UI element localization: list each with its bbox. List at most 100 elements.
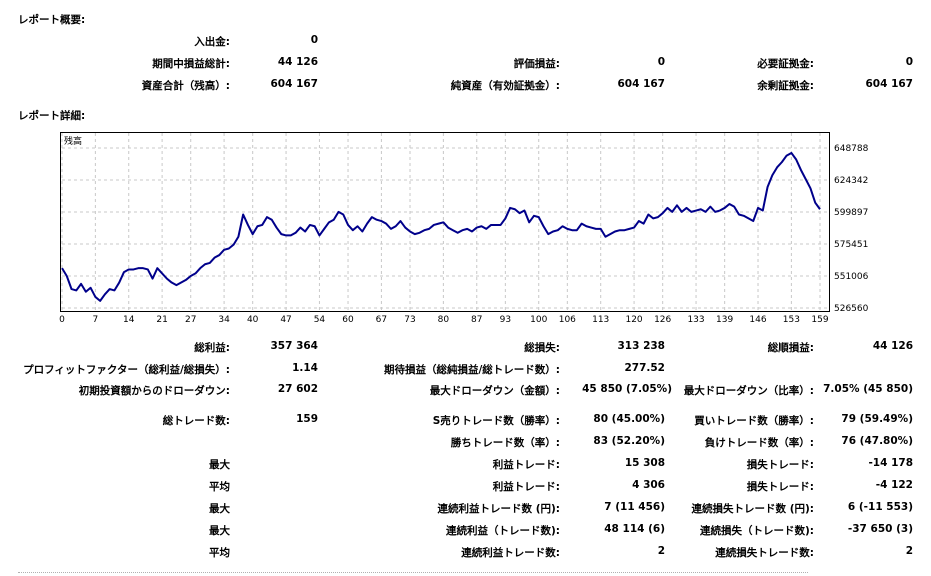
- largest-loss-value: -14 178: [868, 457, 913, 469]
- gross-profit-label: 総利益:: [194, 342, 230, 354]
- x-tick-label: 146: [749, 315, 766, 325]
- max-dd-amount-value: 45 850 (7.05%): [582, 383, 672, 395]
- dd-initial-label: 初期投資額からのドローダウン:: [78, 385, 230, 397]
- expected-payoff-label: 期待損益（総純損益/総トレード数）:: [383, 364, 560, 376]
- long-trades-label: 買いトレード数（勝率）:: [694, 415, 814, 427]
- x-tick-label: 139: [716, 315, 733, 325]
- deposit-value: 0: [310, 34, 318, 46]
- short-trades-label: S売りトレード数（勝率）:: [432, 415, 560, 427]
- expected-payoff-value: 277.52: [624, 362, 665, 374]
- avg-win-value: 4 306: [632, 479, 665, 491]
- x-tick-label: 106: [559, 315, 576, 325]
- net-assets-value: 604 167: [617, 78, 666, 90]
- net-assets-label: 純資産（有効証拠金）:: [450, 80, 560, 92]
- largest-win-label: 利益トレード:: [492, 459, 560, 471]
- gross-profit-value: 357 364: [270, 340, 319, 352]
- free-margin-label: 余剰証拠金:: [757, 80, 814, 92]
- win-trades-value: 83 (52.20%): [593, 435, 665, 447]
- x-tick-label: 0: [59, 315, 65, 325]
- x-tick-label: 153: [783, 315, 800, 325]
- x-tick-label: 113: [592, 315, 609, 325]
- max-consec-profit-label: 連続利益（トレード数):: [446, 525, 560, 537]
- largest-win-value: 15 308: [624, 457, 665, 469]
- free-margin-value: 604 167: [865, 78, 914, 90]
- max-consec-wins-label: 連続利益トレード数 (円):: [437, 503, 560, 515]
- eval-pl-value: 0: [657, 56, 665, 68]
- x-tick-label: 120: [625, 315, 642, 325]
- period-pl-value: 44 126: [277, 56, 318, 68]
- assets-value: 604 167: [270, 78, 319, 90]
- max-consec-profit-value: 48 114 (6): [604, 523, 665, 535]
- x-tick-label: 159: [811, 315, 828, 325]
- y-tick-label: 551006: [834, 272, 869, 282]
- net-profit-value: 44 126: [872, 340, 913, 352]
- loss-trades-value: 76 (47.80%): [841, 435, 913, 447]
- details-title: レポート詳細:: [18, 110, 86, 122]
- y-tick-label: 648788: [834, 144, 869, 154]
- avg-win-label: 利益トレード:: [492, 481, 560, 493]
- x-tick-label: 27: [185, 315, 196, 325]
- x-tick-label: 93: [500, 315, 511, 325]
- avg-loss-value: -4 122: [875, 479, 913, 491]
- balance-chart: [60, 132, 830, 312]
- dd-initial-value: 27 602: [277, 383, 318, 395]
- eval-pl-label: 評価損益:: [513, 58, 560, 70]
- max-dd-ratio-label: 最大ドローダウン（比率）:: [683, 385, 814, 397]
- total-trades-value: 159: [296, 413, 318, 425]
- chart-title: 残高: [64, 135, 82, 147]
- max-consec-loss-value: -37 650 (3): [847, 523, 913, 535]
- avg-consec-losses-value: 2: [905, 545, 913, 557]
- max3-label: 最大: [209, 525, 230, 537]
- balance-series-line: [61, 151, 821, 302]
- deposit-label: 入出金:: [194, 36, 230, 48]
- x-tick-label: 73: [404, 315, 415, 325]
- y-tick-label: 624342: [834, 176, 868, 186]
- assets-label: 資産合計（残高）:: [141, 80, 230, 92]
- max2-label: 最大: [209, 503, 230, 515]
- x-tick-label: 47: [280, 315, 291, 325]
- avg-loss-label: 損失トレード:: [746, 481, 814, 493]
- largest-loss-label: 損失トレード:: [746, 459, 814, 471]
- long-trades-value: 79 (59.49%): [841, 413, 913, 425]
- footer-divider: [18, 572, 808, 573]
- x-tick-label: 34: [218, 315, 230, 325]
- profit-factor-value: 1.14: [292, 362, 318, 374]
- avg2-label: 平均: [209, 547, 230, 559]
- max-dd-ratio-value: 7.05% (45 850): [823, 383, 913, 395]
- x-tick-label: 100: [530, 315, 547, 325]
- margin-req-label: 必要証拠金:: [757, 58, 814, 70]
- avg-consec-losses-label: 連続損失トレード数:: [715, 547, 814, 559]
- total-trades-label: 総トレード数:: [162, 415, 230, 427]
- x-tick-label: 40: [247, 315, 259, 325]
- x-tick-label: 67: [376, 315, 387, 325]
- summary-title: レポート概要:: [18, 14, 86, 26]
- y-tick-label: 575451: [834, 240, 868, 250]
- x-tick-label: 14: [123, 315, 135, 325]
- max-consec-loss-label: 連続損失（トレード数):: [700, 525, 814, 537]
- max1-label: 最大: [209, 459, 230, 471]
- x-tick-label: 21: [156, 315, 167, 325]
- max-dd-amount-label: 最大ドローダウン（金額）:: [429, 385, 560, 397]
- max-consec-losses-label: 連続損失トレード数 (円):: [691, 503, 814, 515]
- y-tick-label: 526560: [834, 304, 869, 314]
- gross-loss-label: 総損失:: [524, 342, 560, 354]
- x-tick-label: 7: [93, 315, 99, 325]
- x-tick-label: 87: [471, 315, 482, 325]
- win-trades-label: 勝ちトレード数（率）:: [450, 437, 560, 449]
- x-tick-label: 54: [314, 315, 326, 325]
- x-tick-label: 126: [654, 315, 671, 325]
- period-pl-label: 期間中損益総計:: [152, 58, 230, 70]
- loss-trades-label: 負けトレード数（率）:: [704, 437, 814, 449]
- avg1-label: 平均: [209, 481, 230, 493]
- margin-req-value: 0: [905, 56, 913, 68]
- max-consec-wins-value: 7 (11 456): [604, 501, 665, 513]
- balance-chart-svg: 648788 624342 599897 575451 551006 526560 0 7 14…: [59, 133, 869, 325]
- avg-consec-wins-label: 連続利益トレード数:: [461, 547, 560, 559]
- x-tick-label: 133: [687, 315, 704, 325]
- x-tick-label: 60: [342, 315, 354, 325]
- max-consec-losses-value: 6 (-11 553): [847, 501, 913, 513]
- short-trades-value: 80 (45.00%): [593, 413, 665, 425]
- avg-consec-wins-value: 2: [657, 545, 665, 557]
- profit-factor-label: プロフィットファクター（総利益/総損失）:: [23, 364, 230, 376]
- x-tick-label: 80: [438, 315, 450, 325]
